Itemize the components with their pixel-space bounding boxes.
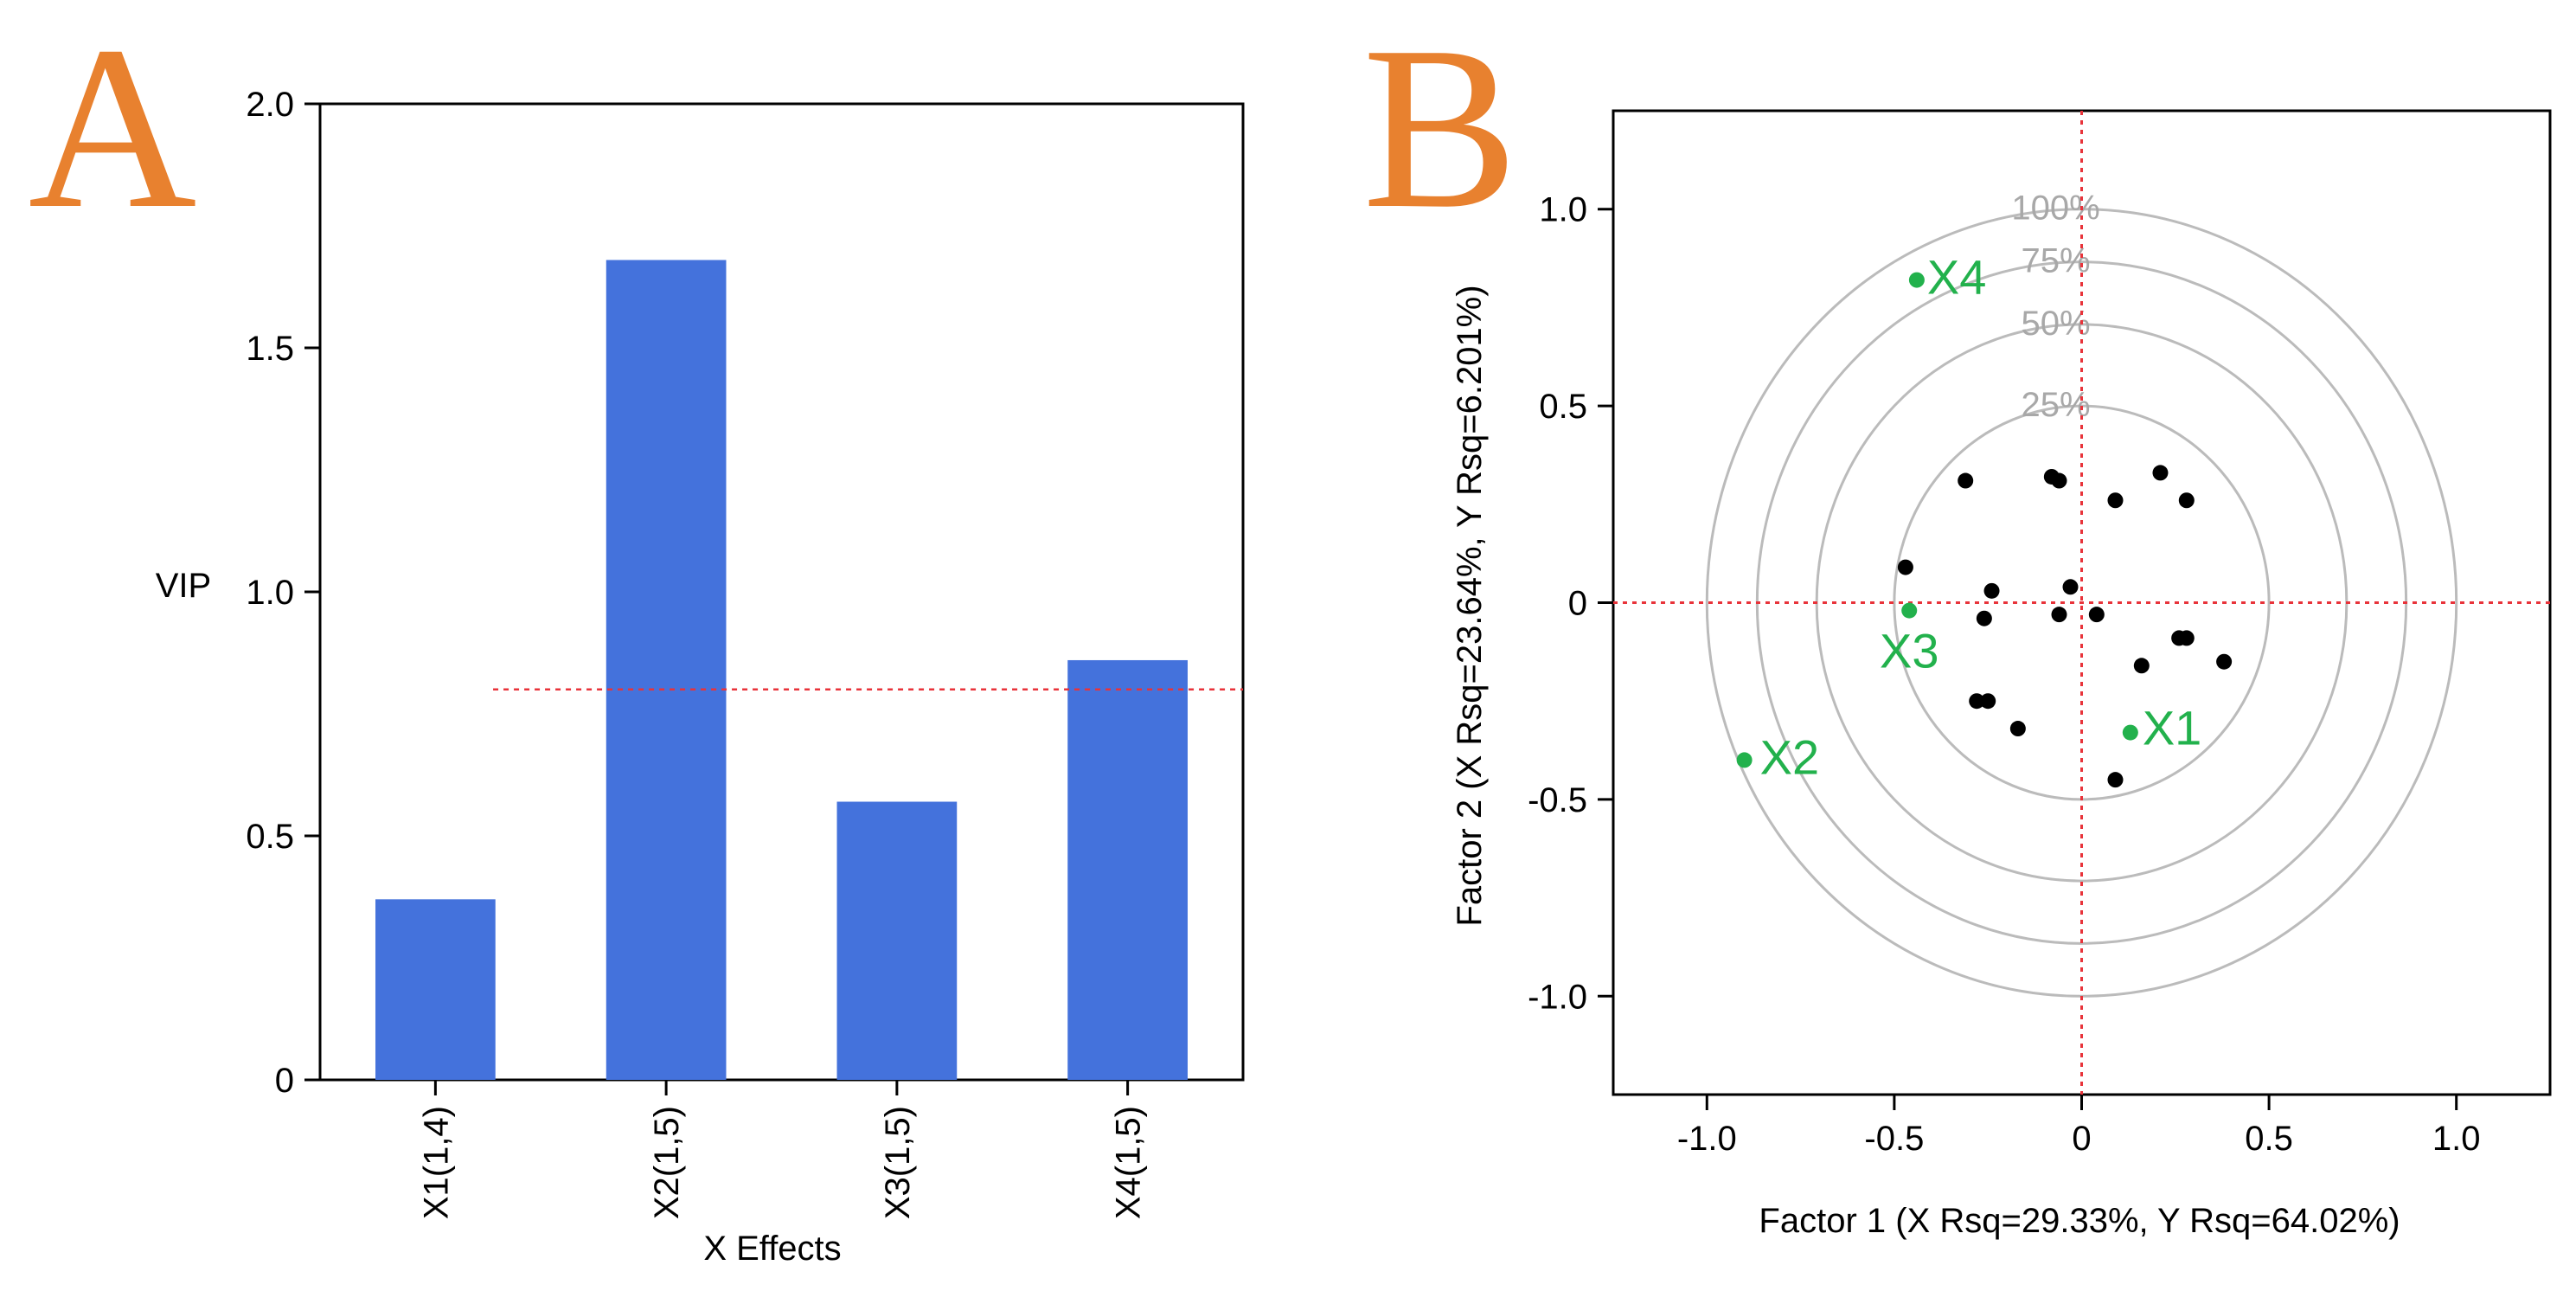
sample-point [2062, 579, 2079, 595]
panel-letter-a: A [29, 0, 197, 257]
bar-x2-1-5 [606, 260, 727, 1081]
circle-label: 100% [2011, 189, 2099, 228]
y-tick-label-b: 1.0 [1539, 191, 1587, 229]
sample-point [2088, 607, 2105, 623]
circle-label: 25% [2021, 386, 2090, 424]
variable-point-x3 [1901, 602, 1918, 619]
bar-x4-1-5 [1067, 659, 1188, 1080]
sample-point [2178, 492, 2195, 509]
bars [375, 260, 1188, 1081]
x-axis-label-a: X Effects [703, 1230, 841, 1268]
x-tick-label-b: 0 [2072, 1120, 2091, 1158]
y-axis-a: 0 0.5 1.0 1.5 2.0 [246, 86, 320, 1100]
sample-points [1897, 465, 2233, 788]
x-axis-label-b: Factor 1 (X Rsq=29.33%, Y Rsq=64.02%) [1759, 1202, 2400, 1240]
x-tick-label-b: -0.5 [1864, 1120, 1924, 1158]
y-tick-label-a: 2.0 [246, 86, 294, 124]
y-tick-label-a: 1.5 [246, 330, 294, 368]
vip-bar-chart: 0 0.5 1.0 1.5 2.0 X1(1,4) X2(1,5) X3(1,5) X4(1,… [156, 86, 1245, 1268]
sample-point [2107, 492, 2124, 509]
panel-letter-b: B [1362, 0, 1518, 257]
sample-point [1976, 610, 1992, 626]
variable-label-x4: X4 [1927, 250, 1987, 305]
zero-lines [1613, 111, 2550, 1095]
x-tick-label-b: 0.5 [2245, 1120, 2293, 1158]
x-tick-label-a: X4(1,5) [1110, 1106, 1148, 1219]
factor-plot: 25% 50% 75% 100% -1.0 -0.5 0 0.5 1.0 -1.0 -0.5 0 0.… [1451, 109, 2552, 1240]
variable-label-x3: X3 [1880, 624, 1939, 678]
variable-label-x1: X1 [2143, 701, 2202, 755]
sample-point [1897, 559, 1913, 575]
sample-point [2152, 465, 2169, 481]
sample-point [2178, 630, 2195, 646]
circle-label: 50% [2021, 305, 2090, 343]
variable-points: X1 X2 X3 X4 [1736, 250, 2202, 784]
sample-point [1969, 693, 1985, 710]
y-tick-label-b: 0 [1568, 585, 1587, 623]
y-axis-label-b: Factor 2 (X Rsq=23.64%, Y Rsq=6.201%) [1451, 285, 1489, 926]
x-axis-a: X1(1,4) X2(1,5) X3(1,5) X4(1,5) [417, 1080, 1148, 1219]
variable-point-x4 [1908, 272, 1925, 288]
sample-point [2051, 472, 2067, 489]
sample-point [2216, 653, 2233, 670]
y-tick-label-a: 1.0 [246, 574, 294, 612]
variable-label-x2: X2 [1760, 729, 1820, 784]
sample-point [1980, 693, 1996, 710]
x-tick-label-a: X2(1,5) [648, 1106, 686, 1219]
circle-label: 75% [2021, 242, 2090, 280]
x-tick-label-b: 1.0 [2432, 1120, 2481, 1158]
x-tick-label-a: X3(1,5) [879, 1106, 917, 1219]
y-tick-label-a: 0.5 [246, 818, 294, 856]
sample-point [1958, 472, 1974, 489]
sample-point [2133, 658, 2150, 674]
bar-x1-1-4 [375, 899, 496, 1080]
y-tick-label-b: -0.5 [1528, 781, 1587, 819]
sample-point [1983, 582, 2000, 599]
sample-point [2009, 721, 2026, 737]
y-tick-label-b: 0.5 [1539, 388, 1587, 426]
variable-point-x1 [2122, 724, 2138, 741]
y-tick-label-b: -1.0 [1528, 978, 1587, 1016]
x-tick-label-b: -1.0 [1677, 1120, 1737, 1158]
sample-point [2107, 772, 2124, 788]
bar-x3-1-5 [836, 801, 958, 1080]
y-tick-label-a: 0 [275, 1062, 294, 1100]
sample-point [2051, 607, 2067, 623]
x-tick-label-a: X1(1,4) [417, 1106, 455, 1219]
variable-point-x2 [1736, 752, 1753, 768]
y-axis-label-a: VIP [156, 567, 211, 605]
axes-b: -1.0 -0.5 0 0.5 1.0 -1.0 -0.5 0 0.5 1.0 [1528, 191, 2480, 1158]
